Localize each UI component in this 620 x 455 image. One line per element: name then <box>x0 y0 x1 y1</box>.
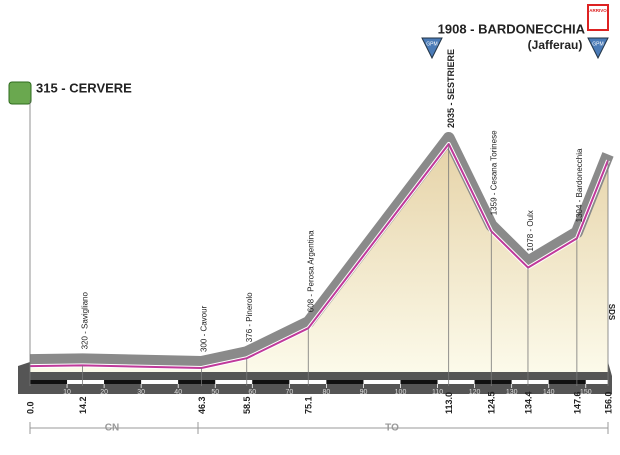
profile-line <box>29 143 609 369</box>
km-tick-label: 20 <box>100 389 108 396</box>
waypoint-label: 1359 - Cesana Torinese <box>489 130 498 215</box>
km-tick-label: 40 <box>174 389 182 396</box>
waypoint-km: 147.6 <box>572 391 582 414</box>
km-tick-label: 130 <box>506 389 518 396</box>
gpm-text: GPM <box>592 41 603 47</box>
province-label: TO <box>385 423 399 434</box>
finish-badge-text: ARRIVO <box>589 8 607 13</box>
km-strip <box>474 380 512 384</box>
gpm-text: GPM <box>426 41 437 47</box>
finish-note: (Jafferau) <box>528 38 583 52</box>
km-strip <box>178 380 216 384</box>
km-strip <box>585 380 608 384</box>
km-strip <box>67 380 105 384</box>
finish-badge <box>587 4 609 31</box>
km-tick-label: 120 <box>469 389 481 396</box>
km-tick-label: 90 <box>360 389 368 396</box>
waypoint-km: 124.5 <box>487 391 497 414</box>
km-strip <box>141 380 179 384</box>
profile-rim <box>29 132 614 368</box>
km-strip <box>400 380 438 384</box>
km-tick-label: 110 <box>432 389 443 396</box>
waypoint-label: 376 - Pinerolo <box>245 292 254 342</box>
km-strip <box>104 380 142 384</box>
finish-label: 1908 - BARDONECCHIA <box>438 21 586 36</box>
km-strip <box>252 380 290 384</box>
gpm-badge <box>421 37 443 60</box>
waypoint-km: 0.0 <box>25 401 35 414</box>
province-label: CN <box>105 423 119 434</box>
km-tick-label: 60 <box>248 389 256 396</box>
km-tick-label: 100 <box>395 389 407 396</box>
waypoint-label: 300 - Cavour <box>200 305 209 352</box>
km-tick-label: 80 <box>323 389 331 396</box>
waypoint-km: 46.3 <box>197 396 207 414</box>
start-label: 315 - CERVERE <box>36 80 132 95</box>
profile-fill <box>30 144 608 372</box>
km-strip <box>437 380 475 384</box>
waypoint-km: 58.5 <box>242 396 252 414</box>
waypoint-label: 1304 - Bardonecchia <box>575 148 584 222</box>
km-strip <box>511 380 549 384</box>
km-tick-label: 50 <box>211 389 219 396</box>
waypoint-km: 156.0 <box>603 391 613 414</box>
km-strip <box>548 380 586 384</box>
km-tick-label: 140 <box>543 389 555 396</box>
km-strip <box>215 380 253 384</box>
waypoint-label: 608 - Perosa Argentina <box>306 230 315 312</box>
waypoint-km: 113.0 <box>444 392 454 414</box>
km-strip <box>363 380 401 384</box>
km-tick-label: 10 <box>63 389 71 396</box>
waypoint-label: 2035 - SESTRIERE <box>446 49 456 128</box>
waypoint-label: 320 - Savigliano <box>81 291 90 349</box>
gpm-badge <box>587 37 609 60</box>
km-strip <box>30 380 68 384</box>
km-tick-label: 150 <box>580 389 592 396</box>
start-badge <box>8 81 32 105</box>
waypoint-label: 1078 - Oulx <box>526 210 535 251</box>
waypoint-km: 134.4 <box>523 391 533 414</box>
end-mark: SDS <box>607 304 616 321</box>
km-tick-label: 70 <box>285 389 293 396</box>
km-strip <box>326 380 364 384</box>
km-tick-label: 30 <box>137 389 145 396</box>
waypoint-km: 14.2 <box>78 396 88 414</box>
waypoint-km: 75.1 <box>304 396 314 414</box>
